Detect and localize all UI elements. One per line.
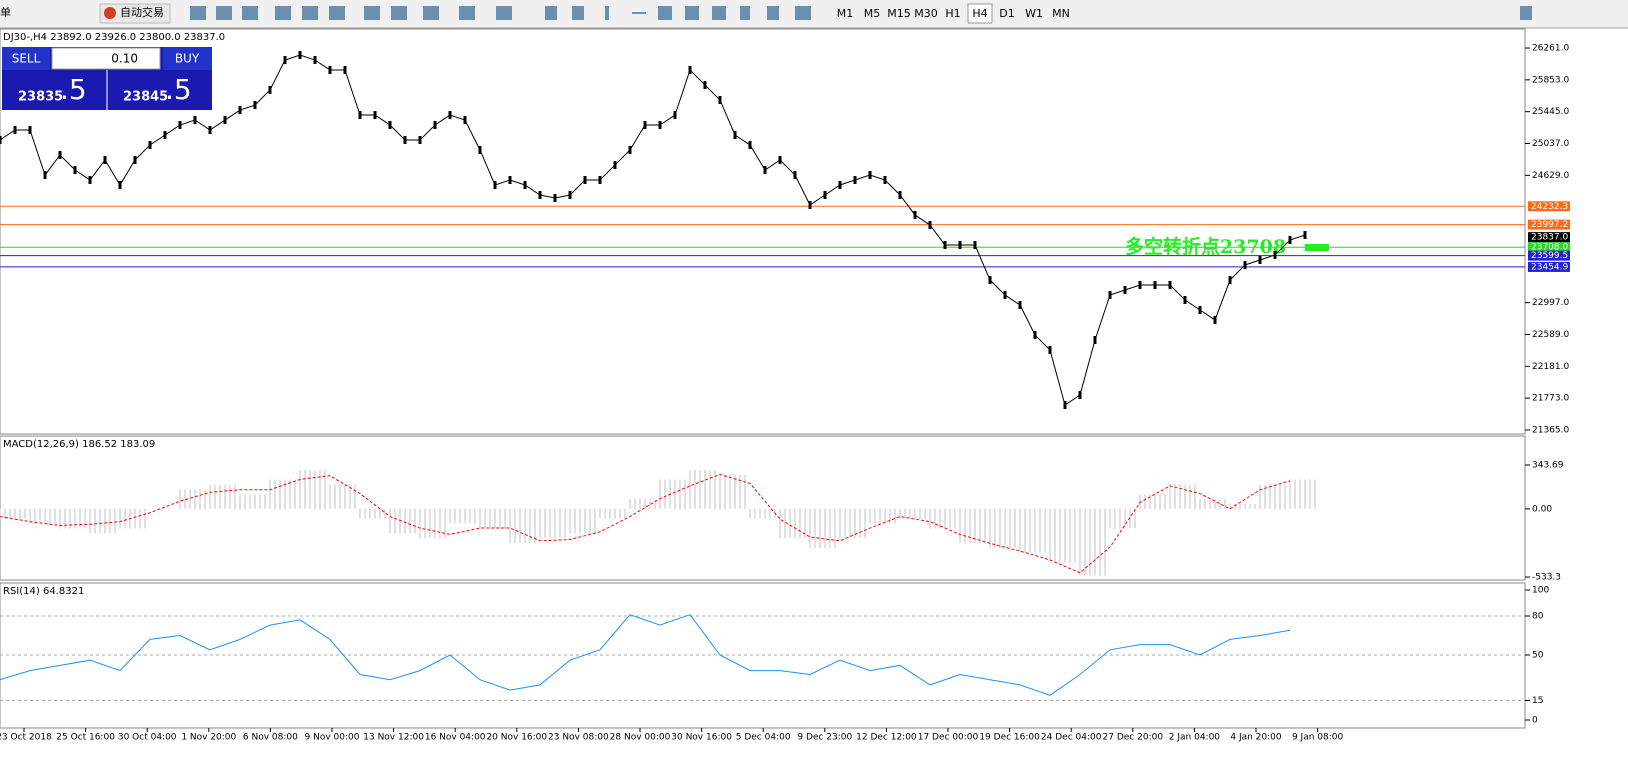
timeframe-active: [967, 3, 993, 24]
level-label-bg: [1528, 261, 1570, 272]
price-line: [0, 54, 1306, 406]
y-tick-label: 22589.0: [1532, 330, 1569, 340]
y-tick-label: 21773.0: [1532, 394, 1569, 404]
marker: [1305, 244, 1329, 251]
x-tick-label: 12 Dec 12:00: [856, 733, 917, 743]
x-tick-label: 9 Nov 00:00: [305, 733, 360, 743]
x-tick-label: 23 Oct 2018: [0, 733, 52, 743]
timeframe-button[interactable]: M1: [837, 7, 854, 20]
timeframe-button[interactable]: M5: [864, 7, 881, 20]
y-tick-label: 24629.0: [1532, 171, 1569, 181]
x-tick-label: 2 Jan 04:00: [1169, 733, 1221, 743]
level-label-bg: [1528, 250, 1570, 261]
level-label-bg: [1528, 242, 1570, 253]
toolbar: [0, 0, 1628, 28]
chart-header: DJ30-,H4 23892.0 23926.0 23800.0 23837.0: [3, 32, 225, 43]
ask-frac: .5: [165, 73, 192, 106]
timeframe-button[interactable]: M15: [887, 7, 911, 20]
price-label-bg: [1528, 232, 1570, 243]
y-tick-label: 50: [1532, 651, 1544, 661]
sell-label: SELL: [12, 52, 41, 66]
y-tick-label: 26261.0: [1532, 44, 1569, 54]
timeframe-button[interactable]: H1: [945, 7, 960, 20]
x-tick-label: 9 Jan 08:00: [1292, 733, 1344, 743]
bid-main: 23835: [18, 90, 63, 105]
auto-trade-button[interactable]: [99, 3, 171, 24]
x-tick-label: 4 Jan 20:00: [1230, 733, 1282, 743]
x-tick-label: 9 Dec 23:00: [797, 733, 852, 743]
x-tick-label: 5 Dec 04:00: [736, 733, 791, 743]
buy-button[interactable]: [163, 47, 212, 70]
lot-value: 0.10: [111, 52, 138, 66]
macd-header: MACD(12,26,9) 186.52 183.09: [3, 439, 155, 450]
lot-input[interactable]: [51, 47, 161, 70]
rsi-header: RSI(14) 64.8321: [3, 586, 84, 597]
x-tick-label: 20 Nov 16:00: [486, 733, 547, 743]
timeframe-button[interactable]: M30: [914, 7, 938, 20]
x-tick-label: 23 Nov 08:00: [548, 733, 609, 743]
timeframe-button[interactable]: MN: [1052, 7, 1070, 20]
level-label: 23599.5: [1531, 251, 1568, 261]
x-tick-label: 30 Nov 16:00: [671, 733, 732, 743]
y-tick-label: 80: [1532, 612, 1544, 622]
x-tick-label: 27 Dec 20:00: [1103, 733, 1164, 743]
buy-label: BUY: [175, 52, 200, 66]
signal-line: [0, 473, 1291, 574]
timeframe-button[interactable]: W1: [1025, 7, 1043, 20]
level-label: 23454.9: [1531, 262, 1568, 272]
timeframe-button[interactable]: D1: [999, 7, 1014, 20]
y-tick-label: 100: [1532, 586, 1549, 596]
y-tick-label: 0: [1532, 716, 1538, 726]
timeframe-button[interactable]: H4: [972, 7, 987, 20]
level-label-bg: [1528, 201, 1570, 212]
y-tick-label: 15: [1532, 696, 1543, 706]
macd-pane: [0, 435, 1526, 581]
x-tick-label: 6 Nov 08:00: [243, 733, 298, 743]
menu-label[interactable]: 单: [0, 6, 11, 19]
ask-main: 23845: [123, 90, 168, 105]
rsi-line: [0, 614, 1291, 696]
level-label-bg: [1528, 219, 1570, 230]
x-tick-label: 24 Dec 04:00: [1041, 733, 1102, 743]
x-tick-label: 17 Dec 00:00: [918, 733, 979, 743]
trade-panel: SELL 0.10 BUY 23835 .5 23845 .5: [2, 47, 212, 110]
x-tick-label: 30 Oct 04:00: [118, 733, 177, 743]
y-tick-label: -533.3: [1532, 573, 1561, 583]
x-tick-label: 16 Nov 04:00: [425, 733, 486, 743]
x-tick-label: 13 Nov 12:00: [363, 733, 424, 743]
x-tick-label: 1 Nov 20:00: [181, 733, 236, 743]
y-tick-label: 25853.0: [1532, 75, 1569, 85]
x-tick-label: 19 Dec 16:00: [979, 733, 1040, 743]
current-price-label: 23837.0: [1531, 233, 1568, 243]
bid-frac: .5: [60, 73, 87, 106]
y-tick-label: 22181.0: [1532, 362, 1569, 372]
y-tick-label: 21365.0: [1532, 425, 1569, 435]
y-tick-label: 22997.0: [1532, 298, 1569, 308]
level-label: 23708.0: [1531, 243, 1568, 253]
y-tick-label: 25445.0: [1532, 107, 1569, 117]
y-tick-label: 0.00: [1532, 504, 1552, 514]
auto-trade-label: 自动交易: [120, 5, 164, 19]
level-label: 24232.3: [1531, 202, 1568, 212]
x-tick-label: 28 Nov 00:00: [610, 733, 671, 743]
annotation: 多空转折点23708: [1125, 235, 1286, 258]
level-label: 23997.2: [1531, 220, 1568, 230]
x-tick-label: 25 Oct 16:00: [56, 733, 115, 743]
y-tick-label: 343.69: [1532, 461, 1564, 471]
y-tick-label: 25037.0: [1532, 139, 1569, 149]
sell-button[interactable]: [2, 47, 50, 70]
main-pane: [0, 28, 1526, 435]
